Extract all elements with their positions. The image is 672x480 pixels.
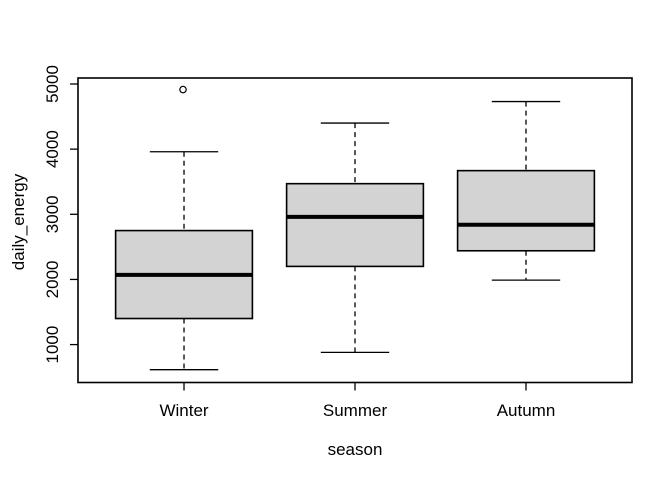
y-tick-label: 4000 xyxy=(43,130,62,168)
x-tick-label: Summer xyxy=(323,401,388,420)
plot-area: 1000 2000 3000 4000 5000 Winter Summer Autumn xyxy=(43,65,633,420)
y-tick-label: 5000 xyxy=(43,65,62,103)
x-axis-title: season xyxy=(328,440,383,459)
y-axis-title: daily_energy xyxy=(9,173,28,270)
x-tick-label: Winter xyxy=(159,401,208,420)
y-tick-label: 2000 xyxy=(43,261,62,299)
iqr-box-autumn xyxy=(456,169,596,252)
outlier-point-winter xyxy=(179,85,187,94)
y-tick-label: 1000 xyxy=(43,326,62,364)
x-tick-label: Autumn xyxy=(497,401,556,420)
iqr-box-summer xyxy=(285,182,425,268)
y-tick-label: 3000 xyxy=(43,195,62,233)
